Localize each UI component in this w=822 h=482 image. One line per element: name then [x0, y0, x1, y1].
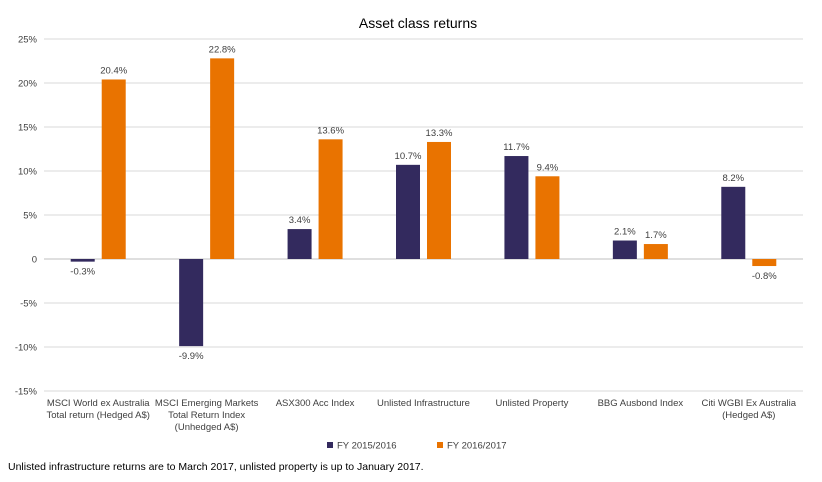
y-tick-label: -15%	[15, 387, 38, 398]
bar	[318, 139, 343, 259]
bar	[504, 156, 529, 259]
footnote: Unlisted infrastructure returns are to M…	[8, 461, 424, 473]
data-label: 10.7%	[395, 151, 422, 162]
data-label: 11.7%	[503, 142, 530, 153]
y-tick-label: -10%	[15, 343, 38, 354]
data-label: -9.9%	[179, 351, 204, 362]
x-category-label: Total return (Hedged A$)	[46, 410, 150, 421]
legend-label: FY 2015/2016	[337, 441, 397, 452]
y-tick-label: 20%	[18, 79, 38, 90]
bars	[70, 58, 777, 347]
chart-title: Asset class returns	[359, 15, 477, 31]
bar	[535, 176, 560, 259]
x-category-label: Total Return Index	[168, 410, 245, 421]
bar	[179, 259, 204, 347]
data-label: 9.4%	[537, 162, 559, 173]
data-label: -0.3%	[70, 267, 95, 278]
y-tick-label: 15%	[18, 123, 38, 134]
asset-class-returns-chart: Asset class returns -0.3% 20.4% -9.9% 22.8%…	[15, 15, 803, 452]
bar	[396, 164, 420, 259]
x-category-label: BBG Ausbond Index	[598, 398, 684, 409]
y-tick-label: 5%	[23, 211, 37, 222]
x-category-label: MSCI World ex Australia	[47, 398, 150, 409]
x-category-label: Citi WGBI Ex Australia	[702, 398, 797, 409]
legend-swatch	[437, 442, 443, 448]
data-label: 1.7%	[645, 230, 667, 241]
x-category-label: (Hedged A$)	[722, 410, 775, 421]
x-category-label: MSCI Emerging Markets	[155, 398, 259, 409]
bar	[752, 259, 777, 267]
data-label: 8.2%	[722, 173, 744, 184]
bar	[612, 240, 637, 259]
bar	[721, 186, 746, 259]
x-category-label: Unlisted Property	[495, 398, 568, 409]
x-category-label: Unlisted Infrastructure	[377, 398, 470, 409]
data-label: 13.6%	[317, 125, 344, 136]
bar	[643, 244, 668, 259]
y-tick-label: 0	[32, 255, 37, 266]
data-label: 2.1%	[614, 227, 636, 238]
y-axis-ticks: 25% 20% 15% 10% 5% 0 -5% -10% -15%	[15, 35, 38, 398]
x-category-label: ASX300 Acc Index	[276, 398, 355, 409]
bar	[70, 259, 95, 262]
bar	[210, 58, 235, 259]
data-label: 22.8%	[209, 44, 236, 55]
y-tick-label: -5%	[20, 299, 37, 310]
y-tick-label: 10%	[18, 167, 38, 178]
bar	[101, 79, 126, 259]
legend: FY 2015/2016 FY 2016/2017	[327, 441, 507, 452]
legend-swatch	[327, 442, 333, 448]
data-label: 3.4%	[289, 215, 311, 226]
bar	[287, 229, 312, 259]
data-labels: -0.3% 20.4% -9.9% 22.8% 3.4% 13.6% 10.7% 13.3% 1…	[70, 44, 777, 362]
gridlines	[44, 38, 803, 392]
x-category-label: (Unhedged A$)	[175, 422, 239, 433]
y-tick-label: 25%	[18, 35, 38, 46]
legend-label: FY 2016/2017	[447, 441, 507, 452]
bar	[427, 141, 451, 259]
data-label: 20.4%	[100, 65, 127, 76]
data-label: 13.3%	[426, 128, 453, 139]
data-label: -0.8%	[752, 271, 777, 282]
